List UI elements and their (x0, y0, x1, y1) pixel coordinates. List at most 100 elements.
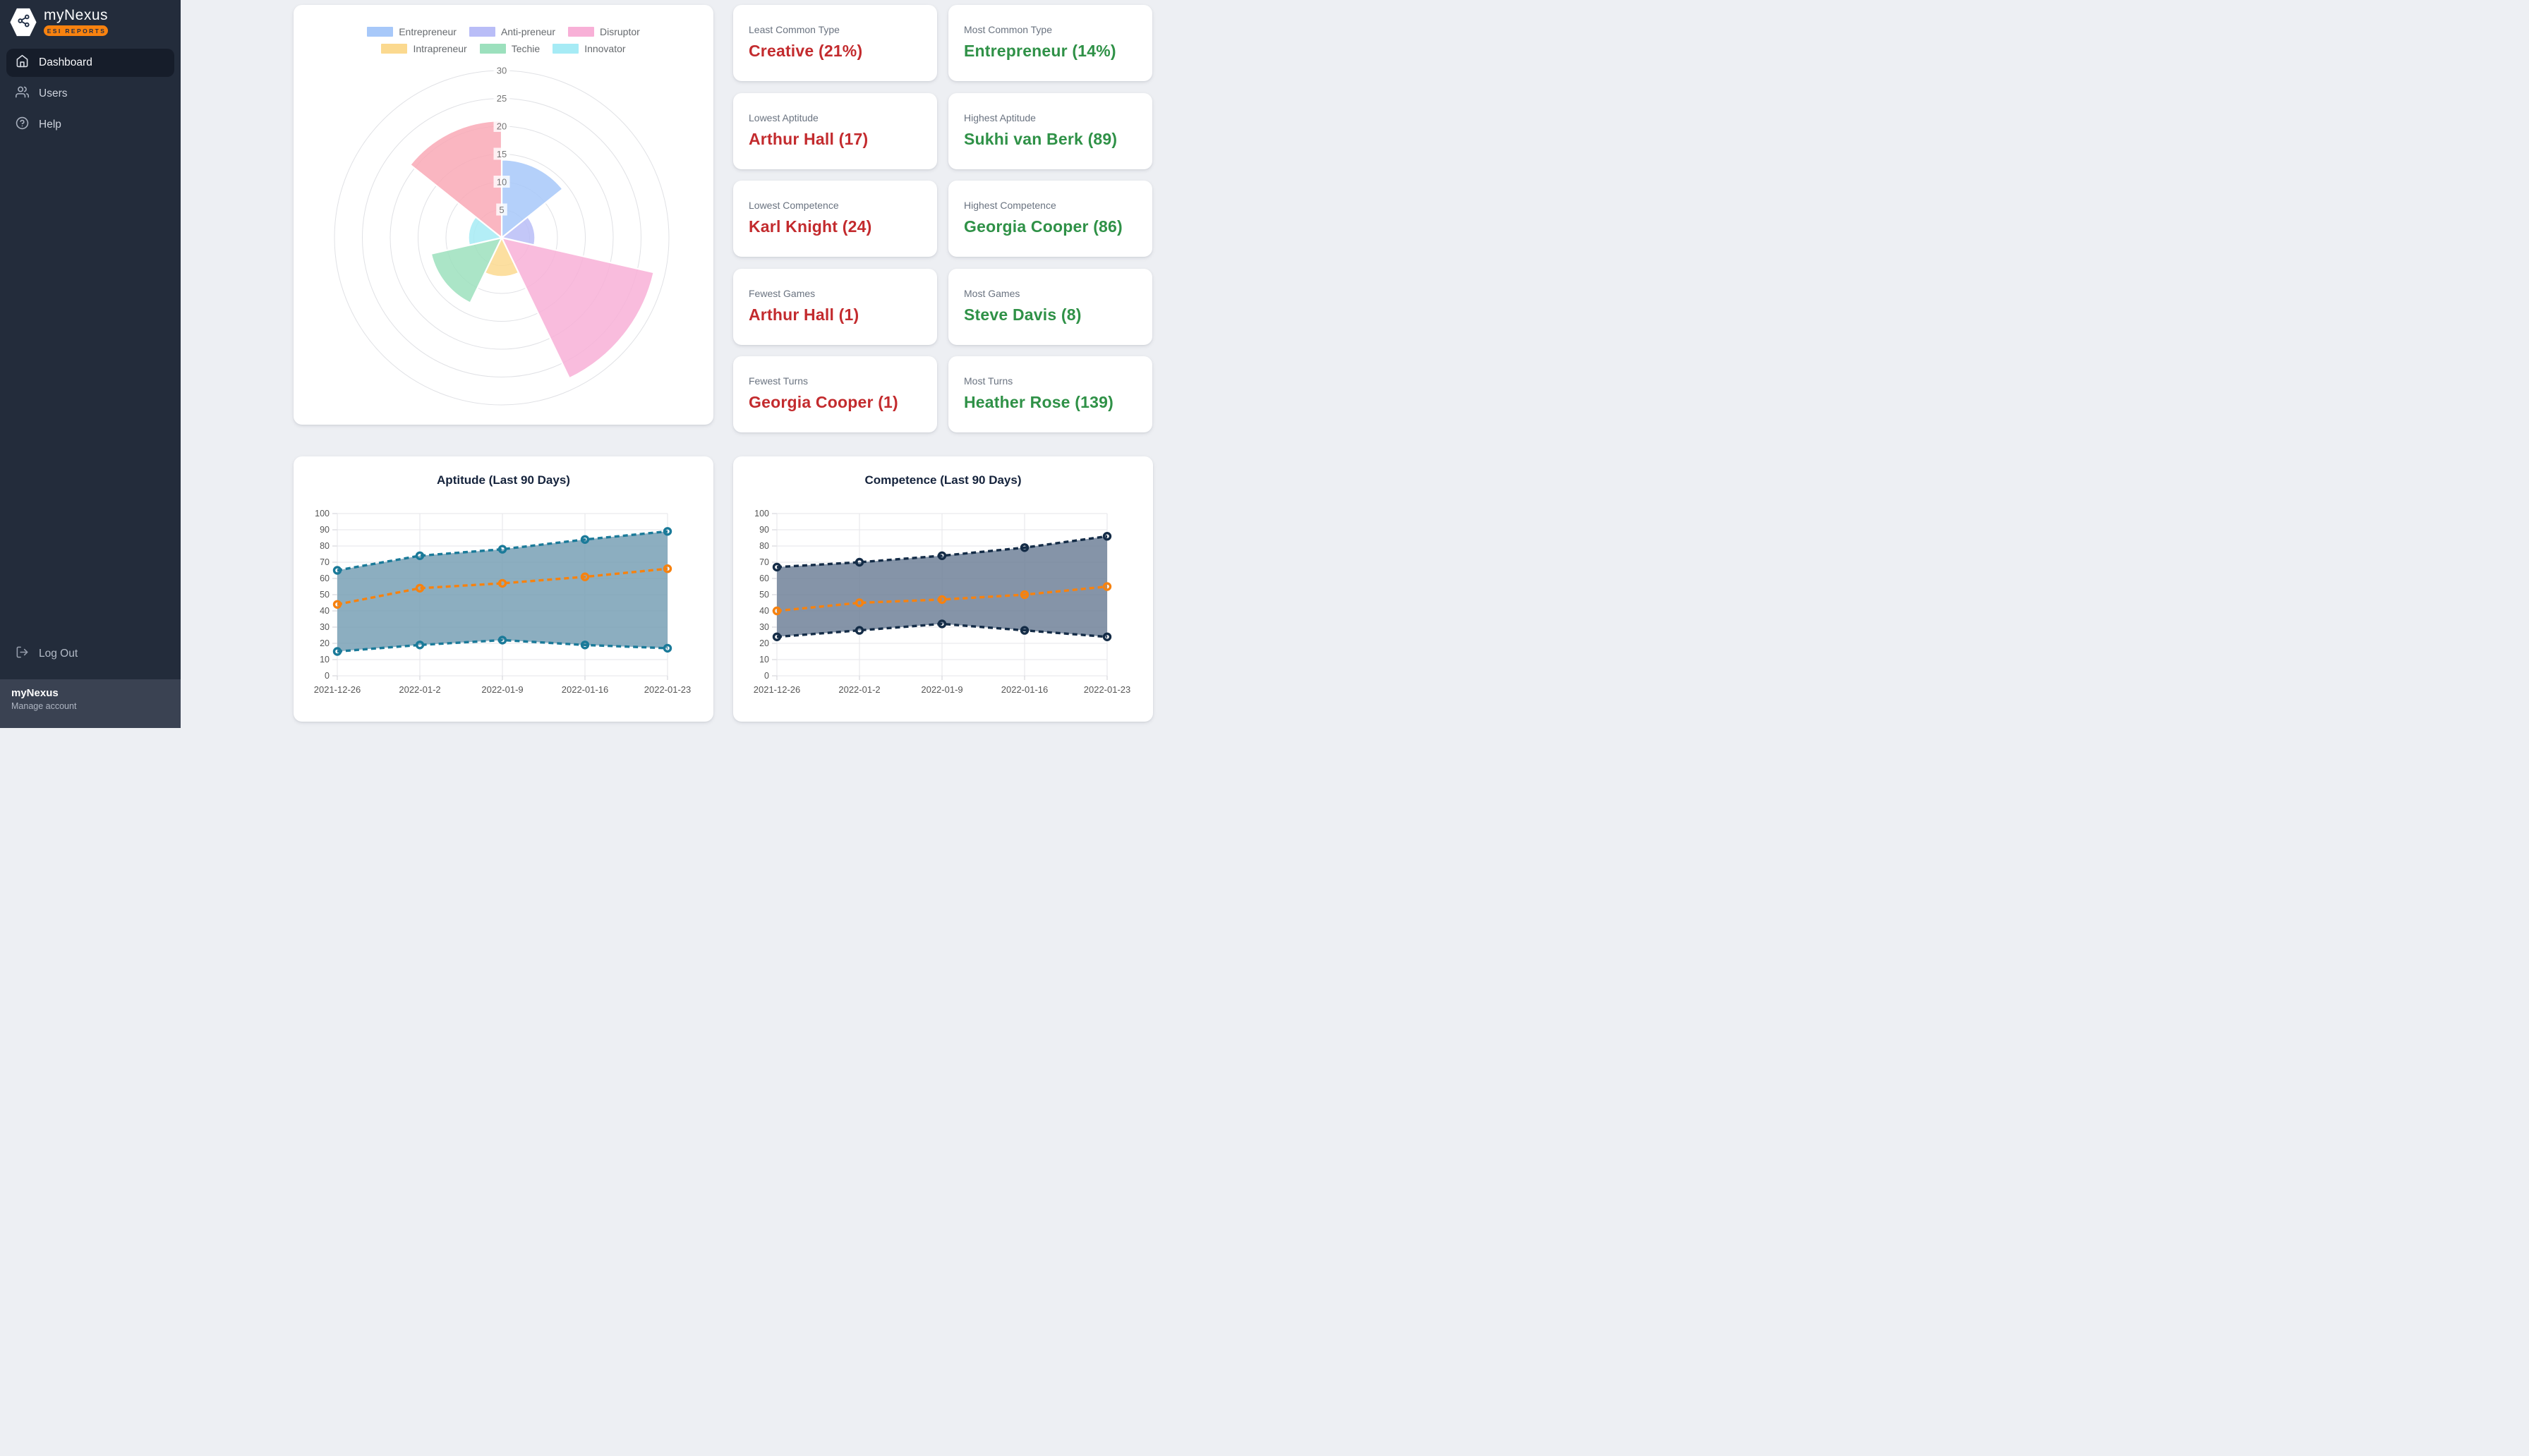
legend-item-disruptor[interactable]: Disruptor (567, 26, 640, 37)
stat-value: Creative (21%) (749, 42, 863, 60)
legend-swatch (567, 27, 594, 37)
svg-text:2022-01-2: 2022-01-2 (399, 684, 440, 695)
chart-title: Competence (Last 90 Days) (864, 473, 1022, 487)
legend-item-techie[interactable]: Techie (479, 43, 541, 54)
polar-area-chart: 5 10 15 20 25 30 (334, 64, 670, 406)
svg-text:2022-01-9: 2022-01-9 (481, 684, 523, 695)
stat-value: Entrepreneur (14%) (964, 42, 1116, 60)
stat-label: Fewest Turns (749, 375, 809, 387)
chart-title: Aptitude (Last 90 Days) (437, 473, 570, 487)
svg-text:30: 30 (759, 622, 769, 632)
stat-label: Lowest Aptitude (749, 111, 819, 123)
stat-label: Most Turns (964, 375, 1013, 387)
stat-label: Lowest Competence (749, 200, 839, 211)
app-root: myNexus ESI REPORTS Dashboard (0, 0, 1264, 728)
svg-text:40: 40 (320, 606, 330, 616)
svg-text:20: 20 (497, 121, 507, 132)
svg-text:0: 0 (764, 671, 769, 681)
svg-text:80: 80 (759, 541, 769, 551)
svg-text:100: 100 (754, 509, 769, 518)
legend-label: Techie (511, 43, 541, 54)
brand-name: myNexus (44, 7, 109, 23)
stat-card-most-common-type: Most Common Type Entrepreneur (14%) (948, 5, 1152, 81)
aptitude-chart: 0 10 20 30 40 50 60 70 80 90 100 2021-12-26 2022-01-… (314, 509, 692, 695)
polar-slice-entrepreneur (500, 159, 565, 240)
share-icon (17, 14, 30, 31)
stat-label: Least Common Type (749, 24, 840, 35)
stat-value: Heather Rose (139) (964, 393, 1113, 411)
stat-label: Highest Aptitude (964, 111, 1036, 123)
svg-text:30: 30 (320, 622, 330, 632)
svg-text:15: 15 (497, 149, 507, 159)
svg-text:90: 90 (759, 525, 769, 535)
svg-text:2022-01-9: 2022-01-9 (921, 684, 962, 695)
legend-row: Entrepreneur Anti-preneur Disruptor (367, 26, 640, 37)
stats-grid: Least Common Type Creative (21%) Most Comm… (733, 5, 1152, 432)
svg-text:2022-01-16: 2022-01-16 (1001, 684, 1049, 695)
svg-text:2022-01-2: 2022-01-2 (838, 684, 880, 695)
sidebar-item-label: Users (39, 87, 68, 99)
svg-text:60: 60 (759, 574, 769, 583)
svg-text:5: 5 (499, 205, 504, 215)
stat-card-lowest-aptitude: Lowest Aptitude Arthur Hall (17) (733, 92, 937, 169)
polar-slice-techie (430, 236, 503, 304)
stat-label: Fewest Games (749, 287, 816, 299)
logout-label: Log Out (39, 648, 78, 660)
svg-text:100: 100 (315, 509, 330, 518)
logout-icon (16, 645, 29, 662)
sidebar-item-dashboard[interactable]: Dashboard (6, 49, 174, 77)
main-content: Entrepreneur Anti-preneur Disruptor Intrapr… (181, 0, 1264, 728)
legend-item-innovator[interactable]: Innovator (553, 43, 626, 54)
stat-value: Karl Knight (24) (749, 217, 872, 236)
svg-text:80: 80 (320, 541, 330, 551)
sidebar-nav: Dashboard Users Help (0, 49, 181, 139)
footer-title: myNexus (11, 687, 59, 699)
stat-label: Highest Competence (964, 200, 1056, 211)
svg-text:40: 40 (759, 606, 769, 616)
brand-logo: myNexus ESI REPORTS (0, 0, 181, 37)
stat-card-lowest-competence: Lowest Competence Karl Knight (24) (733, 181, 937, 257)
svg-text:50: 50 (759, 590, 769, 600)
svg-text:60: 60 (320, 574, 330, 583)
stat-card-fewest-turns: Fewest Turns Georgia Cooper (1) (733, 356, 937, 432)
logout-button[interactable]: Log Out (6, 640, 174, 668)
legend-label: Innovator (584, 43, 626, 54)
sidebar: myNexus ESI REPORTS Dashboard (0, 0, 181, 728)
svg-text:10: 10 (759, 655, 769, 665)
svg-text:10: 10 (497, 177, 507, 188)
hexagon-logo (10, 8, 37, 37)
manage-account[interactable]: myNexus Manage account (0, 679, 181, 728)
stat-card-highest-aptitude: Highest Aptitude Sukhi van Berk (89) (948, 92, 1152, 169)
legend-label: Intrapreneur (413, 43, 467, 54)
brand-badge: ESI REPORTS (44, 25, 109, 36)
legend-swatch (479, 44, 506, 54)
legend-item-anti-preneur[interactable]: Anti-preneur (469, 26, 555, 37)
stat-label: Most Games (964, 287, 1020, 299)
svg-text:25: 25 (497, 93, 507, 104)
legend-label: Disruptor (599, 26, 640, 37)
stat-label: Most Common Type (964, 24, 1053, 35)
brand-block: myNexus ESI REPORTS (44, 7, 109, 36)
stat-card-most-games: Most Games Steve Davis (8) (948, 268, 1152, 345)
legend-label: Entrepreneur (399, 26, 457, 37)
help-icon (16, 116, 29, 133)
svg-text:50: 50 (320, 590, 330, 600)
svg-text:2022-01-16: 2022-01-16 (562, 684, 609, 695)
legend-item-intrapreneur[interactable]: Intrapreneur (381, 43, 467, 54)
svg-text:90: 90 (320, 525, 330, 535)
sidebar-item-label: Help (39, 119, 61, 131)
competence-chart: 0 10 20 30 40 50 60 70 80 90 100 2021-12-26 2022-01-… (754, 509, 1131, 695)
stat-card-most-turns: Most Turns Heather Rose (139) (948, 356, 1152, 432)
legend-item-entrepreneur[interactable]: Entrepreneur (367, 26, 457, 37)
sidebar-item-label: Dashboard (39, 56, 92, 68)
svg-text:2021-12-26: 2021-12-26 (314, 684, 361, 695)
svg-text:10: 10 (320, 655, 330, 665)
stat-card-highest-competence: Highest Competence Georgia Cooper (86) (948, 181, 1152, 257)
stat-card-least-common-type: Least Common Type Creative (21%) (733, 5, 937, 81)
legend-row: Intrapreneur Techie Innovator (381, 43, 626, 54)
sidebar-item-users[interactable]: Users (6, 80, 174, 108)
svg-text:70: 70 (759, 557, 769, 567)
sidebar-item-help[interactable]: Help (6, 111, 174, 139)
legend-swatch (367, 27, 394, 37)
svg-text:2022-01-23: 2022-01-23 (644, 684, 692, 695)
